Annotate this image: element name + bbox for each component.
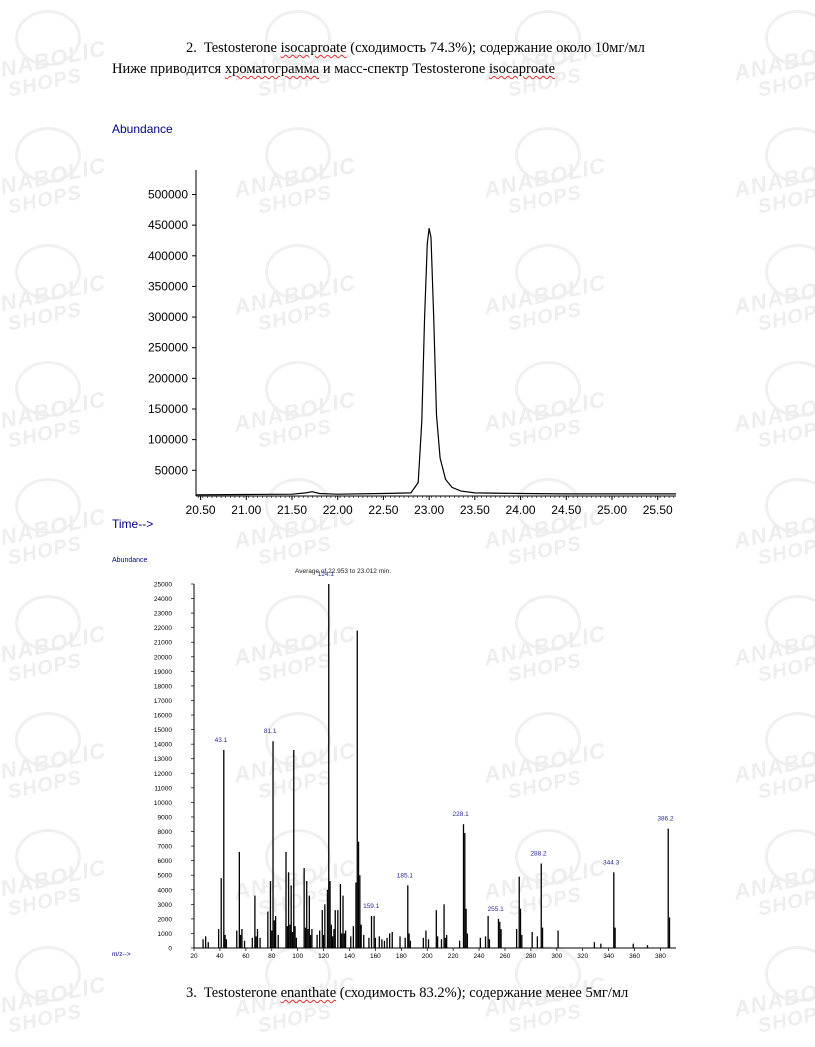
chromatogram-y-tick-label: 500000: [148, 188, 188, 202]
spectrum-x-tick-label: 180: [396, 953, 407, 960]
spectrum-y-tick-label: 3000: [158, 902, 173, 909]
spectrum-y-tick-label: 5000: [158, 873, 173, 880]
chromatogram-x-tick-label: 21.00: [231, 503, 261, 517]
section-2-name: Testosterone: [203, 40, 277, 56]
spectrum-y-tick-label: 24000: [154, 596, 172, 603]
section-3-name: Testosterone: [203, 985, 277, 1001]
chromatogram-x-tick-label: 25.50: [643, 503, 673, 517]
mass-spectrum-chart: 0 1000 2000 3000 4000 5000 6000 7000 8000 9000 100…: [154, 571, 676, 960]
spectrum-peak-label: 288.2: [530, 851, 547, 858]
chromatogram-y-tick-label: 300000: [148, 310, 188, 324]
chromatogram-x-tick-label: 24.50: [551, 503, 581, 517]
spectrum-y-tick-label: 18000: [154, 683, 172, 690]
chromatogram-y-tick-label: 250000: [148, 341, 188, 355]
chromatogram-y-tick-label: 150000: [148, 402, 188, 416]
spectrum-x-tick-label: 220: [448, 953, 459, 960]
chromatogram-y-tick-label: 400000: [148, 249, 188, 263]
spectrum-y-tick-label: 12000: [154, 771, 172, 778]
spectrum-y-tick-label: 23000: [154, 611, 172, 618]
chromatogram-x-tick-label: 24.00: [506, 503, 536, 517]
spectrum-y-tick-label: 11000: [154, 785, 172, 792]
section-2-rest: (сходимость 74.3%); содержание около 10м…: [350, 40, 645, 56]
spectrum-y-tick-label: 0: [168, 946, 172, 953]
spectrum-y-tick-label: 25000: [154, 582, 172, 589]
spectrum-x-tick-label: 100: [292, 953, 303, 960]
spectrum-y-tick-label: 16000: [154, 713, 172, 720]
intro-pre: Ниже приводится: [112, 61, 222, 77]
intro-compound: isocaproate: [488, 61, 556, 77]
spectrum-peak-label: 228.1: [452, 811, 469, 818]
spectrum-peak-label: 159.1: [363, 903, 380, 910]
chromatogram-y-tick-label: 100000: [148, 433, 188, 447]
chromatogram-chart: 50000 100000 150000 200000 250000 300000 35000…: [148, 170, 676, 517]
chromatogram-x-tick-label: 22.50: [368, 503, 398, 517]
spectrum-y-tick-label: 13000: [154, 756, 172, 763]
spectrum-peak-label: 344.3: [603, 859, 620, 866]
spectrum-y-tick-label: 14000: [154, 742, 172, 749]
intro-line: Ниже приводится хроматограмма и масс-спе…: [112, 61, 555, 78]
intro-word: хроматограмма: [224, 61, 320, 77]
spectrum-y-tick-label: 20000: [154, 654, 172, 661]
section-3-compound: enanthate: [280, 985, 337, 1001]
spectrum-x-tick-label: 80: [268, 953, 276, 960]
chromatogram-x-tick-label: 20.50: [186, 503, 216, 517]
chromatogram-x-tick-label: 25.00: [597, 503, 627, 517]
section-3-heading: 3. Testosterone enanthate (сходимость 83…: [186, 985, 628, 1002]
spectrum-x-tick-label: 360: [629, 953, 640, 960]
section-2-compound: isocaproate: [280, 40, 347, 56]
chromatogram-y-tick-label: 350000: [148, 279, 188, 293]
spectrum-x-tick-label: 200: [422, 953, 433, 960]
chromatogram-xlabel: Time-->: [112, 517, 154, 531]
section-2-number: 2.: [186, 40, 197, 56]
spectrum-y-tick-label: 19000: [154, 669, 172, 676]
spectrum-peak-label: 124.1: [318, 571, 335, 578]
chromatogram-y-tick-label: 50000: [155, 463, 189, 477]
section-3-rest: (сходимость 83.2%); содержание менее 5мг…: [339, 985, 629, 1001]
chromatogram-y-tick-label: 200000: [148, 371, 188, 385]
spectrum-y-tick-label: 8000: [158, 829, 173, 836]
spectrum-x-tick-label: 40: [216, 953, 224, 960]
spectrum-x-tick-label: 240: [474, 953, 485, 960]
spectrum-y-tick-label: 7000: [158, 844, 173, 851]
chromatogram-x-tick-label: 22.00: [323, 503, 353, 517]
spectrum-y-tick-label: 2000: [158, 916, 173, 923]
spectrum-x-tick-label: 140: [344, 953, 355, 960]
spectrum-xlabel: m/z-->: [112, 951, 131, 958]
spectrum-peak-label: 43.1: [215, 737, 228, 744]
spectrum-x-tick-label: 340: [603, 953, 614, 960]
spectrum-y-tick-label: 21000: [154, 640, 172, 647]
spectrum-x-tick-label: 60: [242, 953, 250, 960]
chromatogram-ylabel: Abundance: [112, 122, 173, 136]
spectrum-y-tick-label: 10000: [154, 800, 172, 807]
section-3-number: 3.: [186, 985, 197, 1001]
spectrum-y-tick-label: 15000: [154, 727, 172, 734]
intro-mid: и масс-спектр Testosterone: [322, 61, 486, 77]
spectrum-peak-label: 386.2: [657, 816, 674, 823]
spectrum-y-tick-label: 9000: [158, 814, 173, 821]
spectrum-y-tick-label: 4000: [158, 887, 173, 894]
spectrum-peak-label: 255.1: [487, 906, 504, 913]
spectrum-x-tick-label: 120: [318, 953, 329, 960]
spectrum-subtitle: Average of 22.953 to 23.012 min.: [295, 568, 392, 575]
chromatogram-trace: [195, 228, 676, 496]
chromatogram-y-tick-label: 450000: [148, 218, 188, 232]
section-2-heading: 2. Testosterone isocaproate (сходимость …: [186, 40, 645, 57]
spectrum-y-tick-label: 22000: [154, 625, 172, 632]
chromatogram-x-tick-label: 21.50: [277, 503, 307, 517]
spectrum-y-tick-label: 6000: [158, 858, 173, 865]
spectrum-x-tick-label: 300: [551, 953, 562, 960]
spectrum-x-tick-label: 380: [655, 953, 666, 960]
spectrum-y-tick-label: 17000: [154, 698, 172, 705]
chromatogram-x-tick-label: 23.00: [414, 503, 444, 517]
chromatogram-x-tick-label: 23.50: [460, 503, 490, 517]
spectrum-y-tick-label: 1000: [158, 931, 173, 938]
spectrum-x-tick-label: 20: [190, 953, 198, 960]
spectrum-x-tick-label: 260: [500, 953, 511, 960]
spectrum-peak-label: 81.1: [264, 728, 277, 735]
spectrum-peak-label: 185.1: [397, 872, 414, 879]
spectrum-x-tick-label: 280: [525, 953, 536, 960]
spectrum-x-tick-label: 320: [577, 953, 588, 960]
spectrum-x-tick-label: 160: [370, 953, 381, 960]
spectrum-ylabel: Abundance: [112, 557, 148, 564]
